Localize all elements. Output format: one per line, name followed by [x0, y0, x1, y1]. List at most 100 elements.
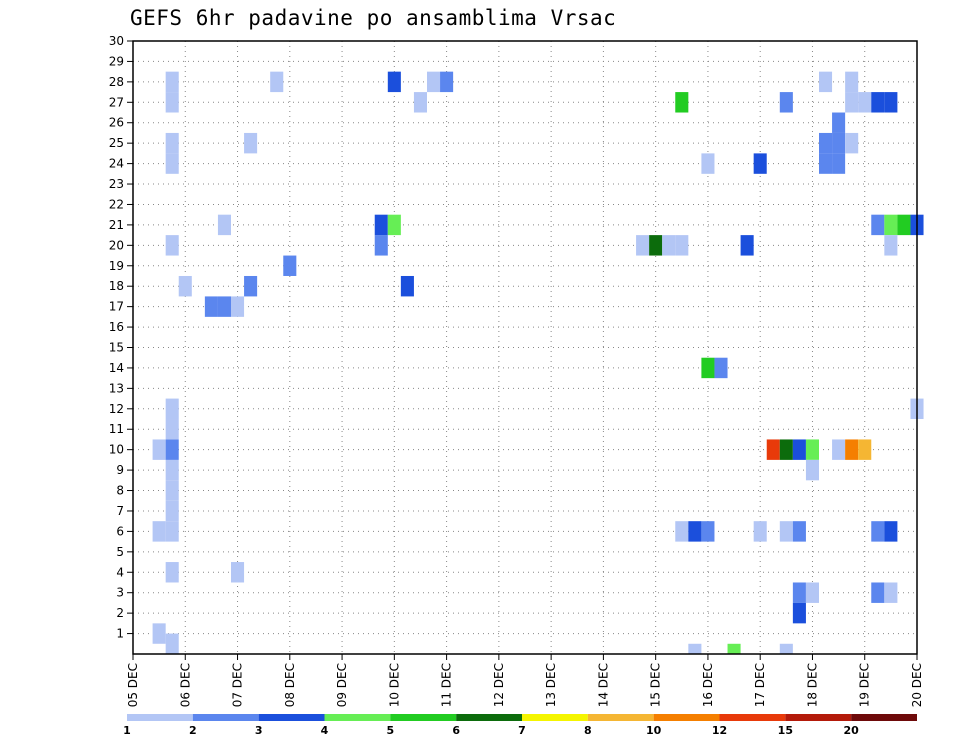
- colorbar-swatch: [192, 714, 259, 721]
- precip-cell: [858, 92, 872, 113]
- precip-cell: [231, 296, 245, 317]
- colorbar-swatch: [456, 714, 522, 721]
- precip-cell: [413, 92, 427, 113]
- colorbar: 1 2 3 4 5 6 7 8 10 12 15 20: [123, 714, 917, 737]
- precip-cell: [897, 214, 911, 236]
- colorbar-label: 6: [452, 724, 460, 737]
- y-tick-label: 11: [109, 422, 124, 436]
- colorbar-label: 5: [387, 724, 395, 737]
- precip-cell: [832, 112, 846, 133]
- colorbar-swatch: [719, 714, 786, 721]
- colorbar-swatch: [851, 714, 917, 721]
- precip-cell: [217, 296, 231, 317]
- x-tick-label: 17 DEC: [753, 663, 767, 707]
- precip-cell: [283, 255, 297, 276]
- precip-cell: [204, 296, 218, 317]
- precip-cell: [165, 419, 179, 440]
- precip-cell: [832, 153, 846, 174]
- precip-cell: [819, 153, 833, 174]
- colorbar-label: 4: [321, 724, 329, 737]
- y-tick-label: 13: [109, 381, 124, 395]
- precip-cell: [440, 71, 454, 93]
- colorbar-swatch: [390, 714, 457, 721]
- y-tick-label: 21: [109, 218, 124, 232]
- x-tick-label: 07 DEC: [231, 663, 245, 707]
- colorbar-swatch: [522, 714, 588, 721]
- colorbar-label: 20: [844, 724, 860, 737]
- x-tick-label: 08 DEC: [283, 663, 297, 707]
- x-tick-label: 14 DEC: [596, 663, 610, 707]
- precip-cell: [727, 643, 741, 654]
- precip-cell: [884, 92, 898, 113]
- plot-frame: [132, 40, 918, 655]
- precip-cell: [165, 71, 179, 93]
- precip-cell: [845, 439, 859, 460]
- y-tick-label: 22: [109, 197, 124, 211]
- precip-cell: [688, 521, 702, 542]
- colorbar-swatch: [324, 714, 391, 721]
- precip-cell: [165, 398, 179, 420]
- precip-cell: [779, 643, 793, 654]
- precip-cell: [832, 439, 846, 460]
- y-tick-label: 23: [109, 177, 124, 191]
- y-tick-label: 4: [116, 565, 124, 579]
- x-tick-label: 11 DEC: [440, 663, 454, 707]
- precip-cell: [871, 92, 885, 113]
- y-tick-label: 19: [109, 259, 124, 273]
- colorbar-label: 1: [123, 724, 131, 737]
- precip-cell: [884, 521, 898, 542]
- precip-cell: [845, 92, 859, 113]
- y-tick-label: 25: [109, 136, 124, 150]
- y-tick-label: 18: [109, 279, 124, 293]
- colorbar-label: 3: [255, 724, 263, 737]
- colorbar-label: 8: [584, 724, 592, 737]
- precip-cell: [779, 521, 793, 542]
- precip-cell: [165, 480, 179, 501]
- precip-cell: [792, 582, 806, 603]
- precip-cell: [779, 92, 793, 113]
- precip-cell: [858, 439, 872, 460]
- precip-cell: [217, 214, 231, 236]
- y-tick-label: 5: [116, 545, 124, 559]
- chart-title: GEFS 6hr padavine po ansamblima Vrsac: [130, 6, 617, 30]
- precip-cell: [740, 235, 754, 256]
- precip-cell: [165, 459, 179, 481]
- precip-cells: [152, 71, 924, 654]
- colorbar-label: 2: [189, 724, 197, 737]
- colorbar-label: 7: [518, 724, 526, 737]
- x-tick-label: 05 DEC: [126, 663, 140, 707]
- precip-cell: [165, 132, 179, 154]
- y-tick-label: 30: [109, 34, 124, 48]
- x-tick-label: 20 DEC: [910, 663, 924, 707]
- colorbar-swatch: [258, 714, 325, 721]
- precip-cell: [805, 439, 819, 460]
- precip-cell: [871, 214, 885, 236]
- colorbar-swatch: [587, 714, 654, 721]
- precip-cell: [819, 71, 833, 93]
- y-tick-label: 20: [109, 238, 124, 252]
- y-tick-label: 8: [116, 484, 124, 498]
- precip-cell: [165, 439, 179, 460]
- x-tick-label: 19 DEC: [858, 663, 872, 707]
- precip-cell: [387, 71, 401, 93]
- y-tick-label: 28: [109, 75, 124, 89]
- precip-cell: [165, 562, 179, 583]
- precip-cell: [805, 459, 819, 481]
- precip-cell: [675, 92, 689, 113]
- precip-cell: [165, 633, 179, 654]
- colorbar-swatch: [653, 714, 720, 721]
- y-axis: 1234567891011121314151617181920212223242…: [109, 34, 133, 641]
- precip-cell: [819, 132, 833, 154]
- precip-cell: [688, 643, 702, 654]
- y-tick-label: 3: [116, 586, 124, 600]
- precip-cell: [832, 132, 846, 154]
- y-tick-label: 16: [109, 320, 124, 334]
- x-axis: 05 DEC 06 DEC 07 DEC 08 DEC 09 DEC 10 DEC 11 D…: [126, 654, 924, 707]
- precip-cell: [884, 214, 898, 236]
- precip-cell: [701, 357, 715, 379]
- precip-cell: [152, 623, 166, 644]
- precip-cell: [231, 562, 245, 583]
- colorbar-label: 12: [712, 724, 727, 737]
- precip-cell: [152, 521, 166, 542]
